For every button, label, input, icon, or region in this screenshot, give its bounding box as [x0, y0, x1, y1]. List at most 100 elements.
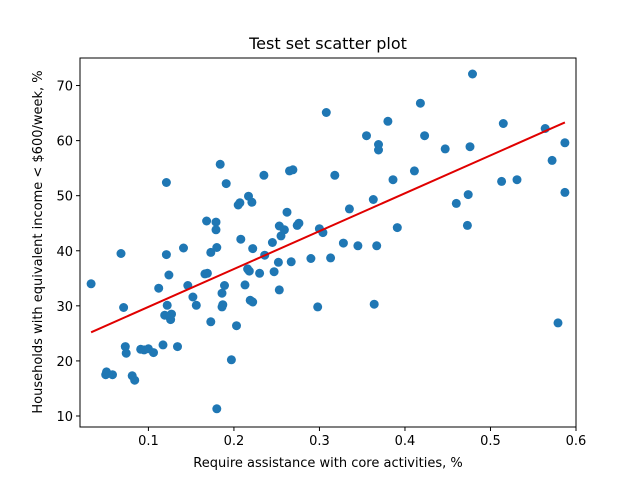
data-point-85 [369, 299, 379, 309]
data-point-14 [154, 283, 164, 293]
data-point-31 [202, 268, 212, 278]
data-point-93 [415, 98, 425, 108]
data-point-55 [248, 297, 258, 307]
data-point-62 [273, 257, 283, 267]
x-tick-label: 0.3 [309, 434, 330, 449]
data-point-24 [173, 342, 182, 352]
data-point-61 [269, 267, 279, 277]
data-point-15 [158, 340, 168, 350]
data-point-58 [259, 170, 269, 180]
data-point-73 [306, 254, 316, 263]
data-point-84 [368, 195, 378, 204]
data-point-103 [512, 175, 522, 185]
y-tick-label: 30 [56, 300, 73, 315]
data-point-95 [440, 144, 450, 154]
data-point-43 [221, 179, 231, 189]
data-point-38 [215, 159, 225, 169]
data-point-41 [218, 300, 228, 310]
data-point-101 [497, 176, 507, 186]
data-point-72 [294, 218, 304, 228]
data-point-74 [313, 302, 323, 312]
data-point-69 [286, 257, 296, 267]
y-tick-label: 40 [56, 245, 73, 260]
data-point-4 [116, 249, 126, 258]
data-point-99 [465, 142, 475, 152]
data-point-27 [188, 292, 198, 302]
data-point-45 [232, 321, 241, 331]
data-point-48 [236, 234, 246, 244]
data-point-77 [321, 108, 331, 117]
data-point-42 [220, 281, 229, 290]
x-tick-label: 0.5 [480, 434, 501, 449]
data-point-25 [179, 243, 188, 253]
data-point-35 [211, 225, 221, 235]
data-point-3 [108, 370, 117, 380]
data-point-96 [451, 198, 461, 208]
plot-area-frame [79, 57, 577, 428]
data-point-106 [553, 318, 563, 328]
data-point-79 [330, 170, 340, 180]
data-point-86 [372, 241, 382, 251]
data-point-82 [353, 241, 363, 251]
data-point-23 [167, 309, 176, 319]
data-point-5 [119, 303, 129, 312]
data-point-91 [392, 223, 402, 233]
data-point-83 [362, 131, 371, 141]
x-tick-label: 0.4 [395, 434, 416, 449]
data-point-108 [560, 187, 570, 197]
data-point-88 [374, 145, 383, 155]
y-tick-label: 50 [56, 190, 73, 205]
data-point-92 [409, 166, 419, 176]
data-point-37 [212, 404, 222, 414]
data-point-90 [388, 175, 398, 185]
points-layer [86, 69, 570, 414]
x-tick-label: 0.2 [224, 434, 245, 449]
data-point-66 [279, 225, 289, 235]
data-point-102 [498, 119, 508, 128]
regression-line [90, 121, 566, 334]
data-point-33 [206, 247, 216, 257]
data-point-49 [240, 280, 250, 290]
data-point-9 [130, 375, 140, 385]
data-point-0 [86, 279, 96, 289]
data-point-47 [235, 198, 245, 208]
data-point-105 [547, 155, 557, 165]
data-point-28 [191, 300, 201, 310]
data-point-100 [468, 69, 477, 79]
fit-layer [90, 121, 566, 334]
data-point-34 [211, 217, 221, 227]
data-point-57 [255, 268, 265, 278]
data-point-30 [202, 216, 212, 226]
data-point-94 [420, 131, 430, 141]
data-point-32 [206, 317, 216, 327]
data-point-52 [244, 266, 254, 276]
data-point-18 [161, 250, 171, 260]
x-tick-label: 0.6 [566, 434, 587, 449]
x-tick-label: 0.1 [138, 434, 159, 449]
y-tick-label: 70 [56, 80, 73, 95]
data-point-67 [282, 207, 292, 217]
y-tick-label: 60 [56, 135, 73, 150]
data-point-54 [247, 197, 257, 207]
data-point-70 [288, 165, 298, 175]
y-tick-label: 10 [56, 410, 73, 425]
y-tick-label: 20 [56, 355, 73, 370]
data-point-107 [560, 138, 570, 148]
chart-title: Test set scatter plot [248, 34, 407, 53]
data-point-17 [161, 178, 171, 187]
data-point-39 [217, 288, 227, 298]
x-axis-ticks: 0.1 0.2 0.3 0.4 0.5 0.6 [138, 427, 586, 449]
y-axis-label: Households with equivalent income < $600… [31, 70, 46, 413]
data-point-7 [121, 348, 131, 358]
data-point-89 [383, 116, 393, 126]
data-point-20 [164, 270, 174, 280]
data-point-64 [274, 285, 284, 295]
data-point-13 [149, 348, 158, 358]
x-axis-label: Require assistance with core activities,… [193, 456, 462, 471]
data-point-97 [462, 220, 472, 230]
data-point-98 [463, 190, 473, 200]
data-point-56 [248, 244, 258, 254]
